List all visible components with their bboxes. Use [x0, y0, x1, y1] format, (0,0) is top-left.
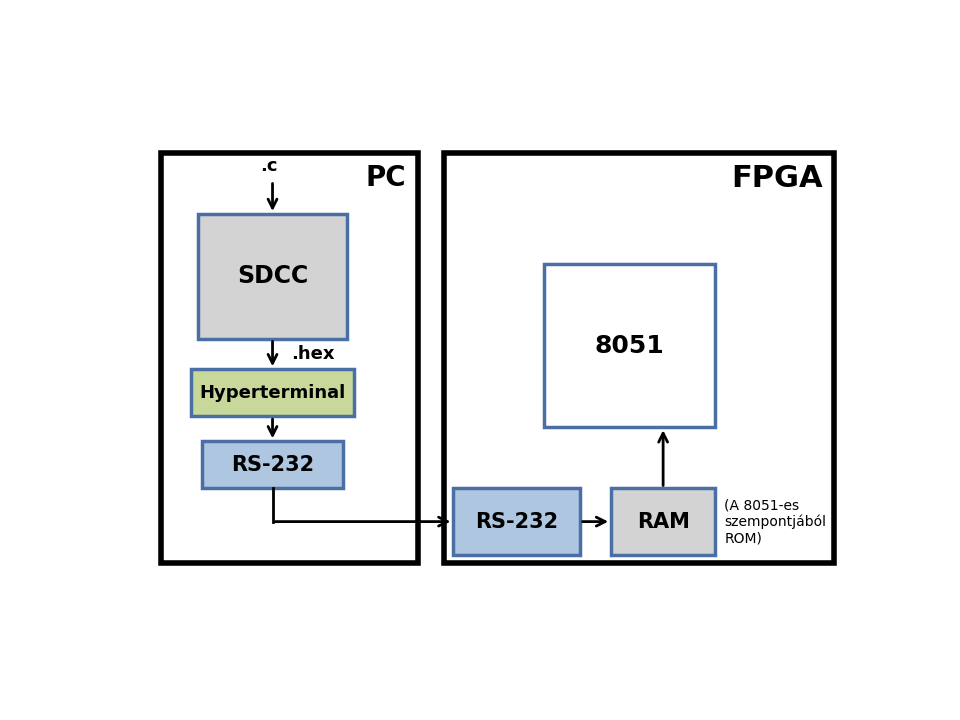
Bar	[444, 153, 834, 563]
Text: FPGA: FPGA	[732, 164, 823, 193]
Bar	[202, 441, 344, 488]
Text: RAM: RAM	[636, 512, 689, 531]
Text: PC: PC	[366, 164, 406, 192]
Bar	[191, 369, 354, 416]
Bar	[198, 214, 347, 338]
Text: RS-232: RS-232	[475, 512, 558, 531]
Text: Hyperterminal: Hyperterminal	[200, 384, 346, 402]
Text: (A 8051-es
szempontjából
ROM): (A 8051-es szempontjából ROM)	[724, 498, 827, 545]
Text: RS-232: RS-232	[231, 455, 314, 474]
Text: .c: .c	[260, 157, 277, 175]
Text: SDCC: SDCC	[237, 264, 308, 288]
Bar	[453, 488, 580, 555]
Bar	[611, 488, 715, 555]
Text: 8051: 8051	[595, 333, 664, 358]
Bar	[544, 264, 715, 428]
Bar	[161, 153, 418, 563]
Text: .hex: .hex	[291, 345, 335, 363]
